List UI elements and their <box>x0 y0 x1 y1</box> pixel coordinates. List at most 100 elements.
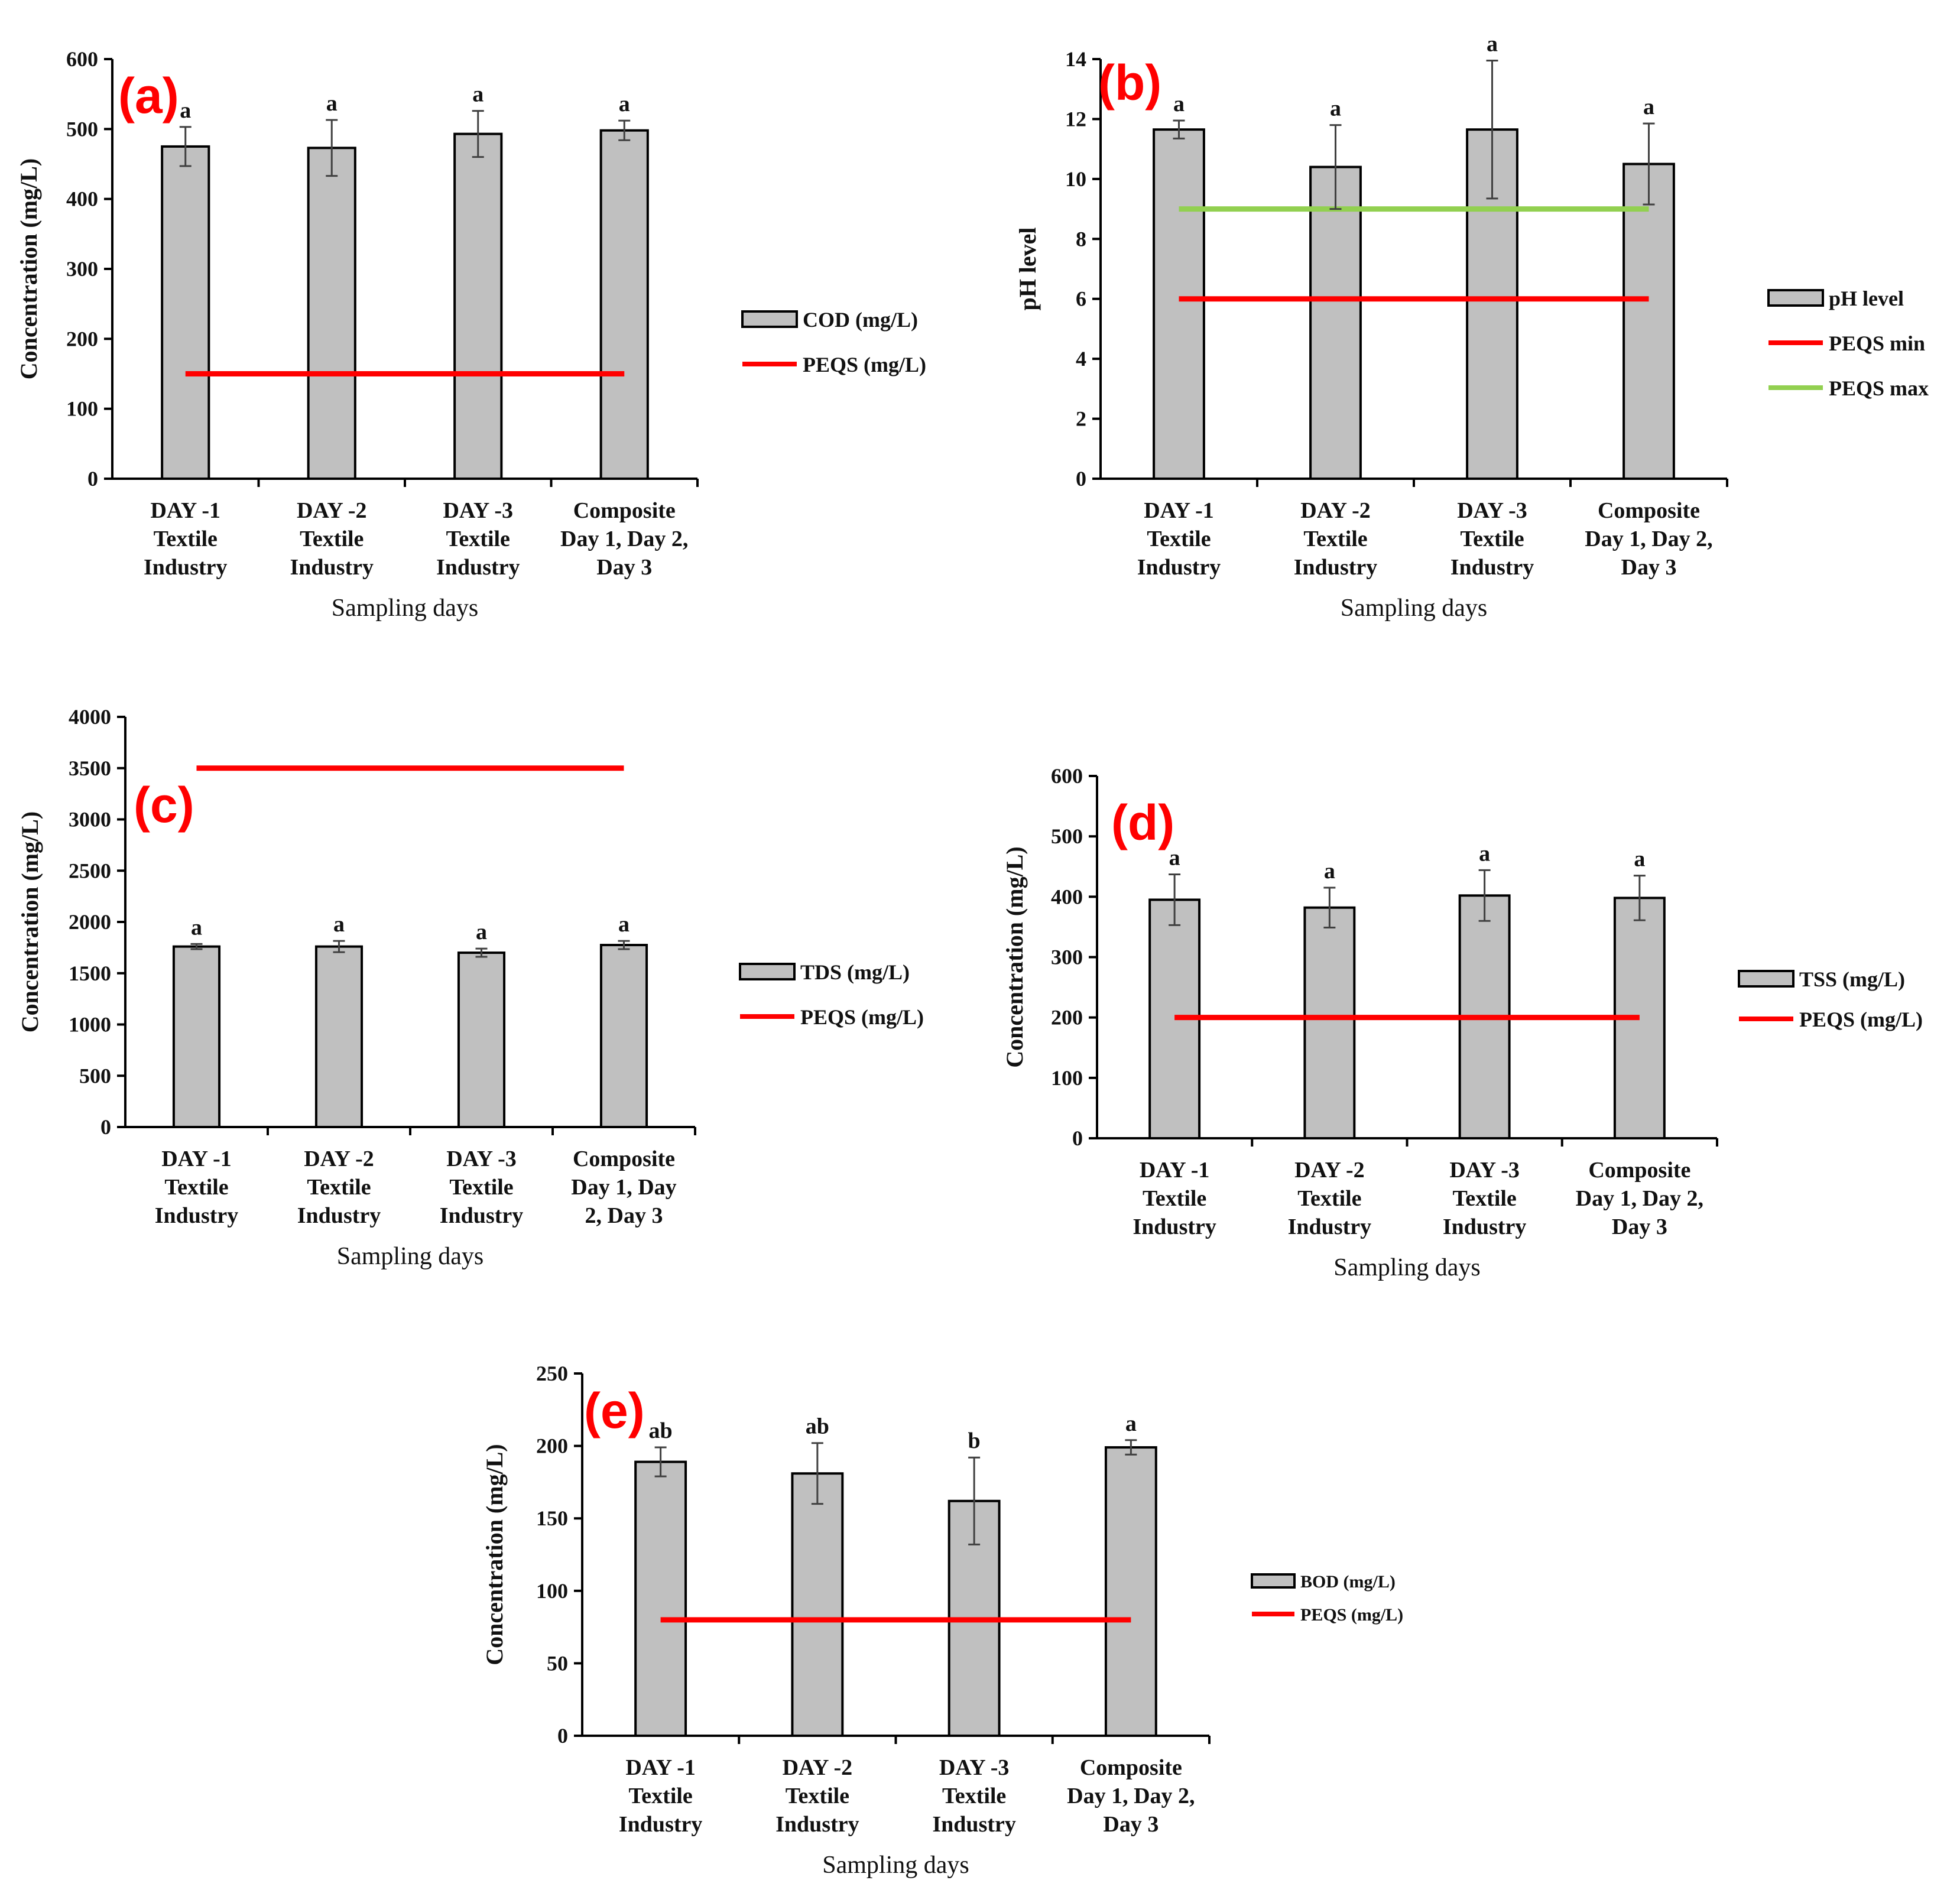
chart-panel-c: 0 500 1000 1500 2000 2500 3000 3500 4000 a a a a DAY … <box>17 705 924 1270</box>
y-tick-label: 200 <box>536 1434 568 1458</box>
x-tick-label: Industry <box>1294 555 1378 580</box>
y-tick-label: 3500 <box>69 756 111 780</box>
panel-label: (c) <box>134 777 194 833</box>
x-tick-label: DAY -3 <box>446 1147 517 1171</box>
x-tick-label: Day 1, Day <box>571 1175 676 1200</box>
x-tick-label: Textile <box>449 1175 513 1200</box>
legend-label: PEQS (mg/L) <box>1799 1008 1923 1031</box>
x-tick-label: Textile <box>446 527 510 551</box>
y-tick-label: 300 <box>1051 946 1083 969</box>
y-tick-label: 600 <box>66 47 98 71</box>
legend-label: TSS (mg/L) <box>1799 967 1905 991</box>
x-tick-label: Industry <box>297 1203 381 1228</box>
legend-label: PEQS (mg/L) <box>800 1005 924 1029</box>
significance-letter: a <box>476 920 487 944</box>
y-tick-label: 200 <box>1051 1006 1083 1030</box>
legend-label: PEQS (mg/L) <box>803 353 926 376</box>
x-tick-label: Composite <box>1080 1755 1182 1780</box>
x-tick-label: DAY -1 <box>625 1755 696 1780</box>
x-axis-title: Sampling days <box>337 1243 484 1270</box>
x-tick-label: Day 1, Day 2, <box>1585 527 1712 551</box>
x-tick-label: DAY -2 <box>297 498 367 523</box>
bar-1 <box>1153 128 1205 480</box>
panel-label: (b) <box>1098 55 1161 111</box>
y-tick-label: 8 <box>1076 227 1086 251</box>
significance-letter: a <box>618 912 629 937</box>
legend: COD (mg/L) PEQS (mg/L) <box>741 308 926 376</box>
x-axis-title: Sampling days <box>822 1852 969 1879</box>
y-axis-title: pH level <box>1014 227 1041 310</box>
y-tick-label: 400 <box>1051 885 1083 908</box>
bar-2 <box>307 147 356 480</box>
y-tick-label: 0 <box>87 467 98 491</box>
x-tick-label: Industry <box>436 555 520 580</box>
x-tick-label: Composite <box>573 1147 675 1171</box>
y-tick-label: 500 <box>1051 824 1083 848</box>
y-tick-label: 1500 <box>69 962 111 985</box>
significance-letter: a <box>472 82 483 107</box>
x-tick-label: Day 3 <box>1621 555 1677 580</box>
y-tick-label: 500 <box>66 117 98 141</box>
bar-4 <box>1104 1446 1157 1737</box>
y-tick-label: 0 <box>100 1115 111 1139</box>
bar-1 <box>161 145 210 480</box>
significance-letter: a <box>1643 95 1654 119</box>
y-tick-label: 50 <box>547 1651 568 1675</box>
significance-letter: ab <box>806 1414 829 1439</box>
x-tick-label: Industry <box>1288 1214 1372 1239</box>
significance-letter: a <box>326 91 338 116</box>
y-tick-label: 12 <box>1065 107 1086 131</box>
significance-letter: a <box>1634 847 1645 872</box>
legend-label: PEQS min <box>1829 332 1925 355</box>
legend-label: pH level <box>1829 287 1904 310</box>
x-tick-label: Textile <box>154 527 218 551</box>
x-tick-label: Textile <box>1303 527 1367 551</box>
y-tick-label: 2500 <box>69 859 111 882</box>
x-tick-label: DAY -2 <box>304 1147 374 1171</box>
legend-label: BOD (mg/L) <box>1300 1572 1396 1592</box>
y-tick-label: 150 <box>536 1506 568 1530</box>
panel-label: (e) <box>584 1383 645 1438</box>
legend-swatch-bar <box>1251 1573 1296 1589</box>
significance-letter: a <box>1487 32 1498 57</box>
bar-4 <box>599 944 648 1128</box>
x-tick-label: Industry <box>1132 1214 1216 1239</box>
x-tick-label: Industry <box>155 1203 239 1228</box>
x-tick-label: DAY -1 <box>1140 1158 1210 1183</box>
y-tick-label: 0 <box>557 1724 568 1748</box>
x-tick-label: Industry <box>619 1812 703 1837</box>
x-axis-title: Sampling days <box>332 595 479 622</box>
x-tick-label: Textile <box>942 1784 1006 1808</box>
y-tick-label: 4000 <box>69 705 111 729</box>
legend-swatch-bar <box>1767 289 1824 307</box>
chart-panel-b: 0 2 4 6 8 10 12 14 a a a a DAY -1 Textile Industry DAY … <box>1014 32 1929 622</box>
y-tick-label: 10 <box>1065 167 1086 191</box>
y-tick-label: 200 <box>66 327 98 350</box>
x-tick-label: Textile <box>786 1784 849 1808</box>
x-tick-label: Industry <box>290 555 374 580</box>
x-tick-label: Day 3 <box>596 555 652 580</box>
bar-2 <box>1303 906 1356 1140</box>
panel-label: (d) <box>1111 795 1174 850</box>
x-tick-label: Textile <box>1452 1186 1516 1211</box>
y-tick-label: 100 <box>536 1579 568 1603</box>
legend: BOD (mg/L) PEQS (mg/L) <box>1251 1572 1403 1625</box>
x-tick-label: Day 1, Day 2, <box>1067 1784 1195 1808</box>
x-tick-label: Textile <box>628 1784 692 1808</box>
legend-swatch-bar <box>741 310 798 328</box>
x-tick-label: Textile <box>300 527 364 551</box>
panel-label: (a) <box>118 68 179 124</box>
x-tick-label: Composite <box>1588 1158 1690 1183</box>
significance-letter: a <box>1324 859 1335 884</box>
y-tick-label: 1000 <box>69 1013 111 1037</box>
y-tick-label: 250 <box>536 1362 568 1385</box>
chart-panel-a: 0 100 200 300 400 500 600 a a a a DAY -1 Textile Indu… <box>15 47 926 622</box>
significance-letter: a <box>1169 846 1180 871</box>
significance-letter: a <box>191 915 202 940</box>
y-axis-title: Concentration (mg/L) <box>17 811 43 1032</box>
legend-swatch-bar <box>1738 970 1794 988</box>
x-tick-label: DAY -3 <box>939 1755 1010 1780</box>
x-tick-label: Textile <box>307 1175 371 1200</box>
chart-panel-e: 0 50 100 150 200 250 ab ab b a DAY -1 Textile Indust… <box>481 1362 1403 1879</box>
